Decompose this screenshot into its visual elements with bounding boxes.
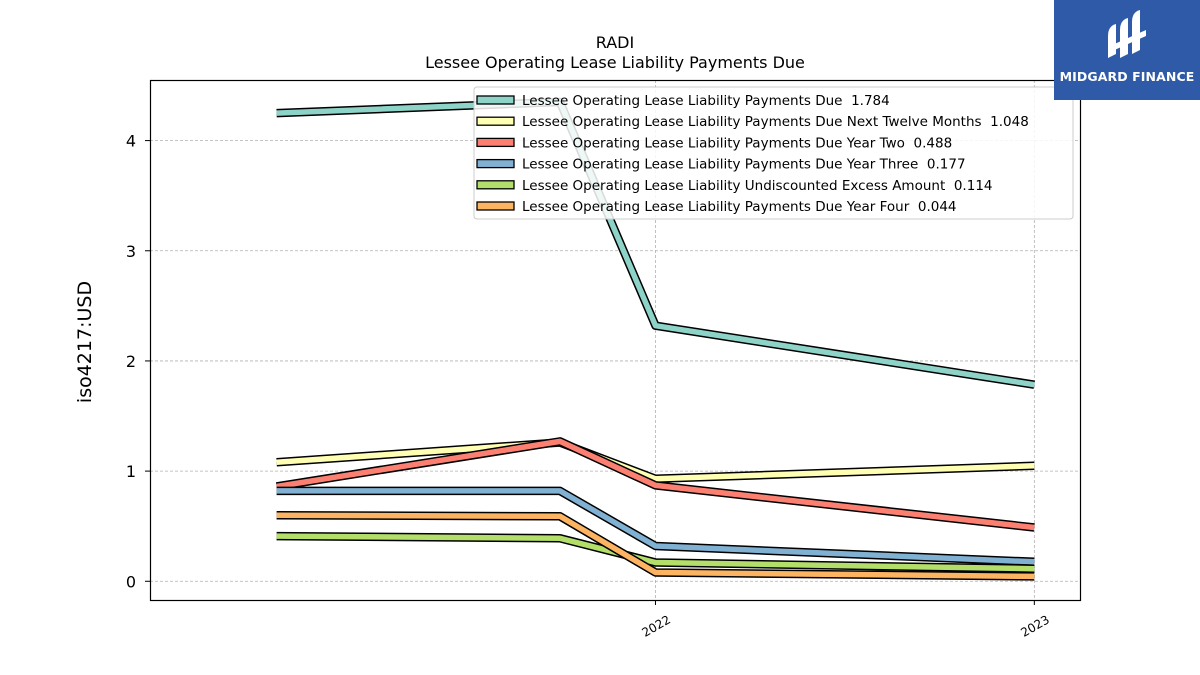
legend-series-value: 0.044 (918, 199, 957, 215)
y-tick-label: 1 (126, 462, 136, 481)
legend-swatch-4 (476, 158, 515, 169)
legend-entry-1: Lessee Operating Lease Liability Payment… (522, 93, 890, 109)
legend-entry-2: Lessee Operating Lease Liability Payment… (522, 114, 1029, 130)
legend-entry-3: Lessee Operating Lease Liability Payment… (522, 135, 952, 151)
plot-frame (149, 79, 1082, 602)
legend: Lessee Operating Lease Liability Payment… (473, 86, 1074, 220)
y-tick-label: 3 (126, 242, 136, 261)
legend-series-name: Lessee Operating Lease Liability Payment… (522, 93, 842, 109)
brand-logo: MIDGARD FINANCE (1054, 0, 1200, 100)
y-tick-label: 0 (126, 572, 136, 591)
y-axis-label: iso4217:USD (74, 281, 96, 403)
legend-series-name: Lessee Operating Lease Liability Payment… (522, 114, 982, 130)
series-line-4 (276, 488, 1035, 565)
legend-series-value: 0.488 (914, 135, 953, 151)
series-line-3 (276, 438, 1035, 531)
legend-swatch-2 (476, 116, 515, 126)
chart-subtitle: Lessee Operating Lease Liability Payment… (425, 53, 805, 72)
x-tick-label: 2023 (1018, 612, 1051, 639)
legend-entry-4: Lessee Operating Lease Liability Payment… (522, 157, 966, 173)
legend-entry-5: Lessee Operating Lease Liability Undisco… (522, 178, 993, 194)
legend-series-value: 0.114 (954, 178, 993, 194)
y-tick-label: 4 (126, 132, 136, 151)
legend-series-value: 0.177 (927, 157, 966, 173)
legend-swatch-3 (476, 137, 515, 148)
legend-box (473, 86, 1074, 220)
legend-swatch-6 (476, 201, 515, 211)
legend-entry-6: Lessee Operating Lease Liability Payment… (522, 199, 957, 215)
legend-series-name: Lessee Operating Lease Liability Payment… (522, 157, 918, 173)
legend-swatch-1 (476, 95, 515, 105)
midgard-logo-icon (1108, 10, 1146, 58)
x-tick-label: 2022 (640, 612, 673, 639)
legend-series-name: Lessee Operating Lease Liability Payment… (522, 199, 910, 215)
y-tick-label: 2 (126, 352, 136, 371)
legend-series-name: Lessee Operating Lease Liability Undisco… (522, 178, 945, 194)
series-line-6 (276, 512, 1035, 580)
legend-swatch-5 (476, 180, 515, 190)
legend-series-name: Lessee Operating Lease Liability Payment… (522, 135, 905, 151)
series-lines (275, 97, 1035, 581)
legend-series-value: 1.784 (851, 93, 890, 109)
legend-series-value: 1.048 (990, 114, 1029, 130)
series-line-5 (276, 533, 1035, 572)
brand-name: MIDGARD FINANCE (1059, 69, 1195, 84)
chart-title: RADI (596, 33, 634, 52)
